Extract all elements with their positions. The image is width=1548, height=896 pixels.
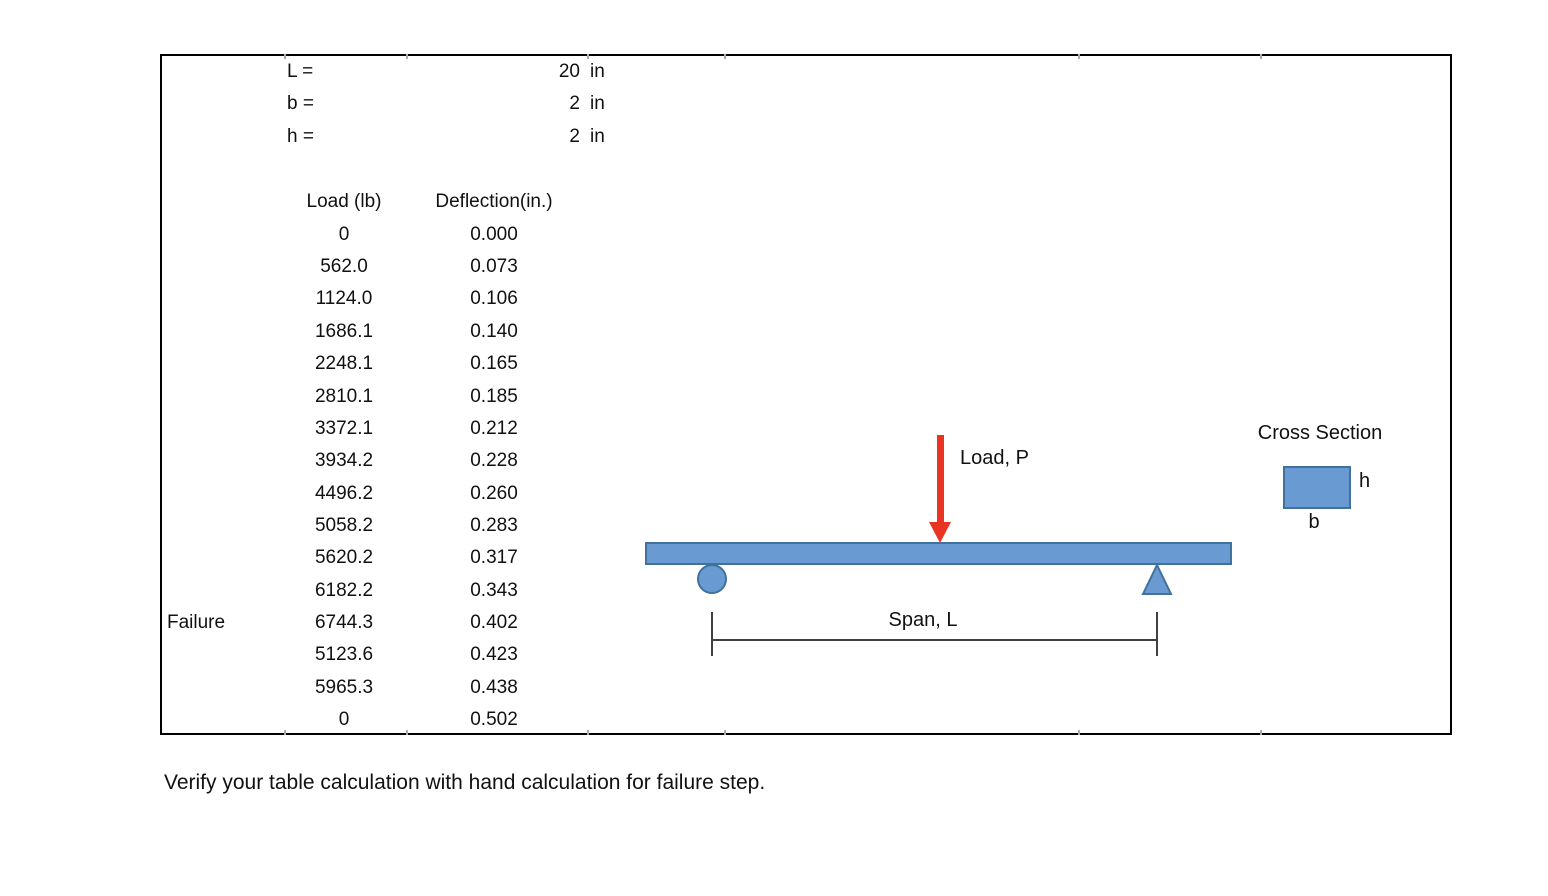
span-label: Span, L <box>888 609 958 631</box>
load-cell: 5058.2 <box>314 514 374 536</box>
load-cell: 5965.3 <box>314 676 374 698</box>
load-cell: 6182.2 <box>314 579 374 601</box>
load-cell: 5123.6 <box>314 644 374 666</box>
table-row: 5620.2 0.317 <box>162 542 862 574</box>
gridline-tick <box>284 730 286 735</box>
span-dimension-line <box>712 639 1158 641</box>
gridline-tick <box>284 54 286 59</box>
table-row: Failure 6744.3 0.402 <box>162 607 862 639</box>
cross-section-title: Cross Section <box>1257 422 1383 444</box>
parameter-value: 2 <box>569 125 580 147</box>
gridline-tick <box>587 730 589 735</box>
deflection-cell: 0.106 <box>470 288 518 310</box>
table-row: 562.0 0.073 <box>162 251 862 283</box>
deflection-cell: 0.228 <box>470 450 518 472</box>
table-row: 3372.1 0.212 <box>162 413 862 445</box>
gridline-tick <box>587 54 589 59</box>
load-cell: 3372.1 <box>314 417 374 439</box>
row-annotation: Failure <box>167 611 226 633</box>
parameter-label: L = <box>287 61 314 82</box>
worksheet-frame: L = 20 in b = 2 in h = 2 in Load (lb) Deflection… <box>160 54 1452 735</box>
parameter-block: L = 20 in b = 2 in h = 2 in <box>162 56 862 153</box>
gridline-tick <box>406 730 408 735</box>
pin-support-icon <box>1141 563 1173 595</box>
parameter-row: b = 2 in <box>162 88 862 120</box>
table-row: 5965.3 0.438 <box>162 672 862 704</box>
deflection-cell: 0.073 <box>470 256 518 278</box>
cross-section-width-label: b <box>1308 511 1320 533</box>
table-row: 1124.0 0.106 <box>162 283 862 315</box>
load-arrowhead-icon <box>929 522 951 543</box>
load-cell: 2810.1 <box>314 385 374 407</box>
deflection-cell: 0.502 <box>470 708 518 730</box>
gridline-tick <box>406 54 408 59</box>
deflection-cell: 0.260 <box>470 482 518 504</box>
load-cell: 5620.2 <box>314 547 374 569</box>
table-row: 6182.2 0.343 <box>162 575 862 607</box>
parameter-row: L = 20 in <box>162 56 862 88</box>
deflection-cell: 0.212 <box>470 417 518 439</box>
gridline-tick <box>1078 730 1080 735</box>
parameter-row: h = 2 in <box>162 121 862 153</box>
table-row: 3934.2 0.228 <box>162 445 862 477</box>
table-row: 4496.2 0.260 <box>162 478 862 510</box>
gridline-tick <box>724 730 726 735</box>
span-dimension-tick-left <box>711 612 713 656</box>
table-row: 2810.1 0.185 <box>162 381 862 413</box>
span-dimension-tick-right <box>1156 612 1158 656</box>
load-cell: 562.0 <box>320 256 368 278</box>
load-cell: 4496.2 <box>314 482 374 504</box>
deflection-cell: 0.402 <box>470 611 518 633</box>
table-row: 1686.1 0.140 <box>162 316 862 348</box>
load-cell: 6744.3 <box>314 611 374 633</box>
deflection-cell: 0.185 <box>470 385 518 407</box>
table-row: 5123.6 0.423 <box>162 639 862 671</box>
load-cell: 2248.1 <box>314 353 374 375</box>
deflection-cell: 0.423 <box>470 644 518 666</box>
deflection-cell: 0.140 <box>470 320 518 342</box>
deflection-cell: 0.317 <box>470 547 518 569</box>
table-row: 0 0.000 <box>162 219 862 251</box>
gridline-tick <box>1078 54 1080 59</box>
deflection-cell: 0.000 <box>470 223 518 245</box>
beam-rectangle <box>645 542 1232 565</box>
parameter-label: b = <box>287 93 314 115</box>
deflection-cell: 0.438 <box>470 676 518 698</box>
load-arrow-icon <box>937 435 944 523</box>
deflection-cell: 0.165 <box>470 353 518 375</box>
parameter-unit: in <box>590 61 605 82</box>
load-cell: 3934.2 <box>314 450 374 472</box>
parameter-unit: in <box>590 93 605 115</box>
load-column-header: Load (lb) <box>306 191 382 212</box>
table-row: 2248.1 0.165 <box>162 348 862 380</box>
load-deflection-table: 0 0.000 562.0 0.073 1124.0 0.106 1686.1 0.140 22… <box>162 219 862 737</box>
parameter-value: 20 <box>558 61 580 82</box>
load-cell: 1686.1 <box>314 320 374 342</box>
cross-section-height-label: h <box>1359 470 1371 492</box>
parameter-value: 2 <box>569 93 580 115</box>
deflection-column-header: Deflection(in.) <box>435 191 553 212</box>
roller-support-icon <box>697 564 727 594</box>
deflection-cell: 0.343 <box>470 579 518 601</box>
cross-section-rectangle <box>1283 466 1351 509</box>
gridline-tick <box>1260 730 1262 735</box>
deflection-cell: 0.283 <box>470 514 518 536</box>
load-cell: 0 <box>338 223 350 245</box>
table-row: 0 0.502 <box>162 704 862 736</box>
parameter-label: h = <box>287 125 314 147</box>
gridline-tick <box>724 54 726 59</box>
instruction-text: Verify your table calculation with hand … <box>164 771 766 794</box>
parameter-unit: in <box>590 125 605 147</box>
load-cell: 0 <box>338 708 350 730</box>
load-cell: 1124.0 <box>315 288 373 310</box>
table-row: 5058.2 0.283 <box>162 510 862 542</box>
load-label: Load, P <box>960 447 1029 469</box>
gridline-tick <box>1260 54 1262 59</box>
